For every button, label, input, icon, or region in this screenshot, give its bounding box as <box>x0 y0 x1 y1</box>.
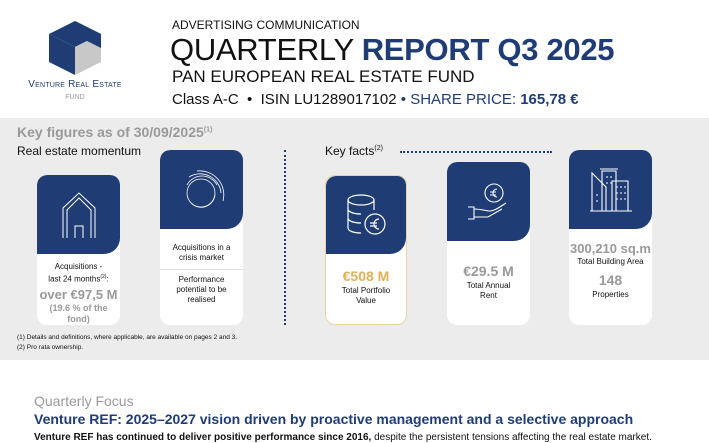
momentum-title: Real estate momentum <box>17 144 142 158</box>
hand-euro-icon <box>467 182 506 220</box>
subtitle: PAN EUROPEAN REAL ESTATE FUND <box>172 67 475 86</box>
circles-icon <box>186 169 224 208</box>
dotted-divider <box>400 151 552 153</box>
logo-sub: FUND <box>65 94 85 101</box>
facts-title: Key facts(2) <box>325 144 383 158</box>
card-acquisitions: Acquisitions - last 24 months(2): over €… <box>37 175 120 325</box>
footnote-2: (2) Pro rata ownership. <box>17 344 84 351</box>
coins-euro-icon <box>347 194 386 235</box>
properties-value: 148 <box>598 272 623 288</box>
logo <box>45 18 105 78</box>
portfolio-value: €508 M <box>342 268 390 284</box>
footnote-1: (1) Details and definitions, where appli… <box>17 334 238 341</box>
card-building-area: 300,210 sq.m Total Building Area 148 Pro… <box>569 150 652 325</box>
tag: ADVERTISING COMMUNICATION <box>172 18 360 32</box>
focus-body: Venture REF has continued to deliver pos… <box>34 432 652 443</box>
acquisitions-value: over €97,5 M <box>39 286 118 302</box>
focus-title: Quarterly Focus <box>34 393 134 409</box>
logo-name: Venture Real Estate <box>28 79 122 90</box>
fund-info: Class A-C • ISIN LU1289017102 • SHARE PR… <box>172 91 579 108</box>
building-area-value: 300,210 sq.m <box>570 241 651 256</box>
cube-logo-icon <box>49 21 101 75</box>
buildings-icon <box>589 167 632 212</box>
focus-headline: Venture REF: 2025–2027 vision driven by … <box>34 411 634 427</box>
annual-rent-value: €29.5 M <box>463 263 514 279</box>
dotted-divider <box>284 150 286 325</box>
key-figures-title: Key figures as of 30/09/2025(1) <box>17 124 213 140</box>
card-annual-rent: €29.5 M Total Annual Rent <box>447 162 530 325</box>
page-title: QUARTERLY REPORT Q3 2025 <box>170 32 615 67</box>
card-crisis-market: Acquisitions in a crisis market Performa… <box>160 150 243 325</box>
card-portfolio-value: €508 M Total Portfolio Value <box>325 175 407 325</box>
house-icon <box>62 191 95 238</box>
